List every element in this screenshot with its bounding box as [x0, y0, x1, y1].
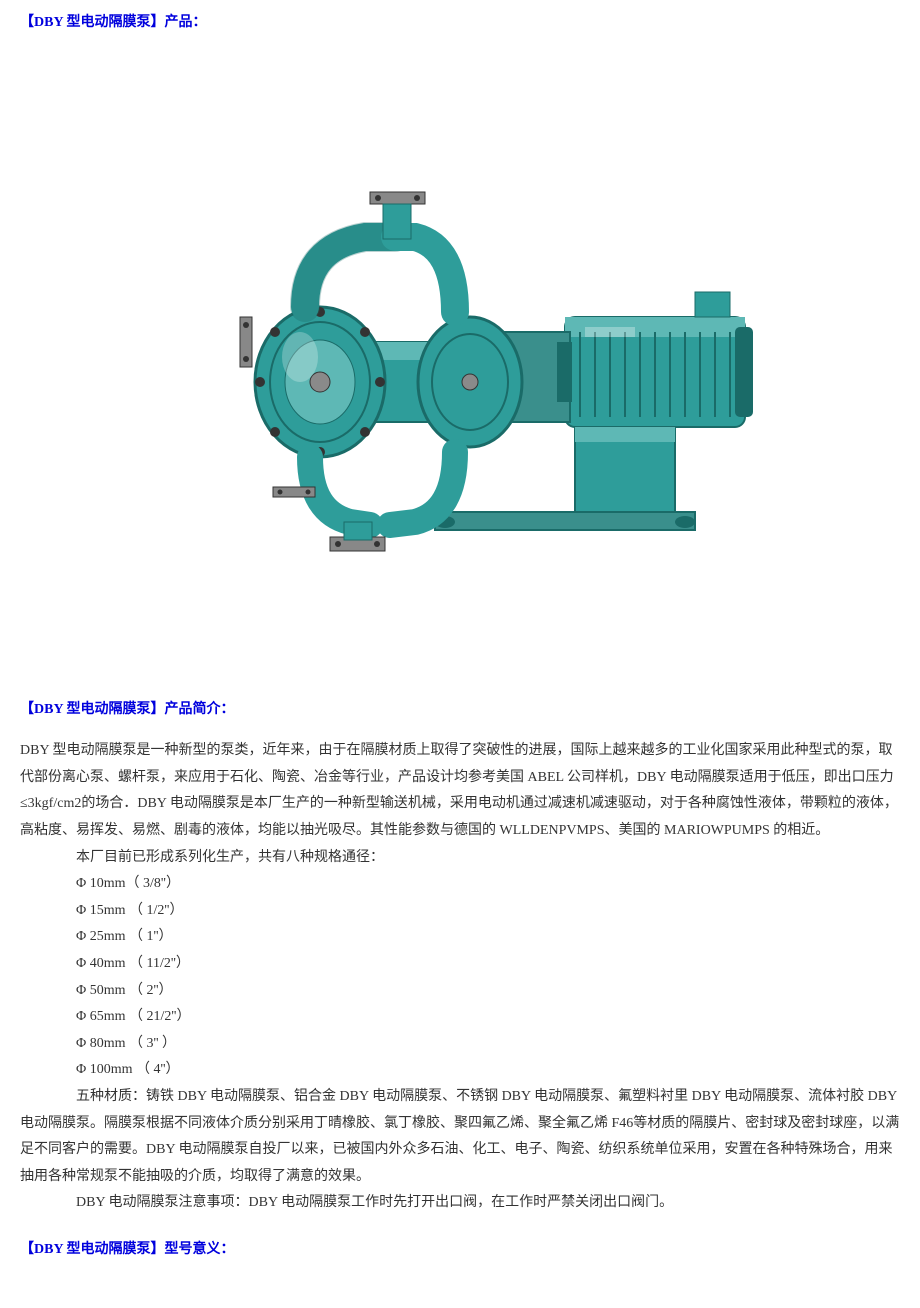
- product-heading: 【DBY 型电动隔膜泵】产品：: [20, 10, 900, 37]
- series-line: 本厂目前已形成系列化生产，共有八种规格通径：: [20, 845, 900, 872]
- intro-heading: 【DBY 型电动隔膜泵】产品简介：: [20, 697, 900, 724]
- spec-item-0: Φ 10mm（ 3/8''）: [20, 871, 900, 898]
- spec-item-1: Φ 15mm （ 1/2''）: [20, 898, 900, 925]
- intro-paragraph: DBY 型电动隔膜泵是一种新型的泵类，近年来，由于在隔膜材质上取得了突破性的进展…: [20, 738, 900, 844]
- materials-text: 五种材质：铸铁 DBY 电动隔膜泵、铝合金 DBY 电动隔膜泵、不锈钢 DBY …: [20, 1089, 899, 1184]
- pump-illustration: [135, 117, 785, 597]
- spec-item-7: Φ 100mm （ 4''）: [20, 1057, 900, 1084]
- model-meaning-heading: 【DBY 型电动隔膜泵】型号意义：: [20, 1237, 900, 1264]
- spec-item-2: Φ 25mm （ 1''）: [20, 924, 900, 951]
- spec-item-3: Φ 40mm （ 11/2''）: [20, 951, 900, 978]
- spec-item-4: Φ 50mm （ 2''）: [20, 978, 900, 1005]
- spec-item-5: Φ 65mm （ 21/2''）: [20, 1004, 900, 1031]
- product-image-container: [20, 47, 900, 667]
- materials-paragraph: 五种材质：铸铁 DBY 电动隔膜泵、铝合金 DBY 电动隔膜泵、不锈钢 DBY …: [20, 1084, 900, 1190]
- spec-item-6: Φ 80mm （ 3'' ）: [20, 1031, 900, 1058]
- notice-paragraph: DBY 电动隔膜泵注意事项：DBY 电动隔膜泵工作时先打开出口阀，在工作时严禁关…: [20, 1190, 900, 1217]
